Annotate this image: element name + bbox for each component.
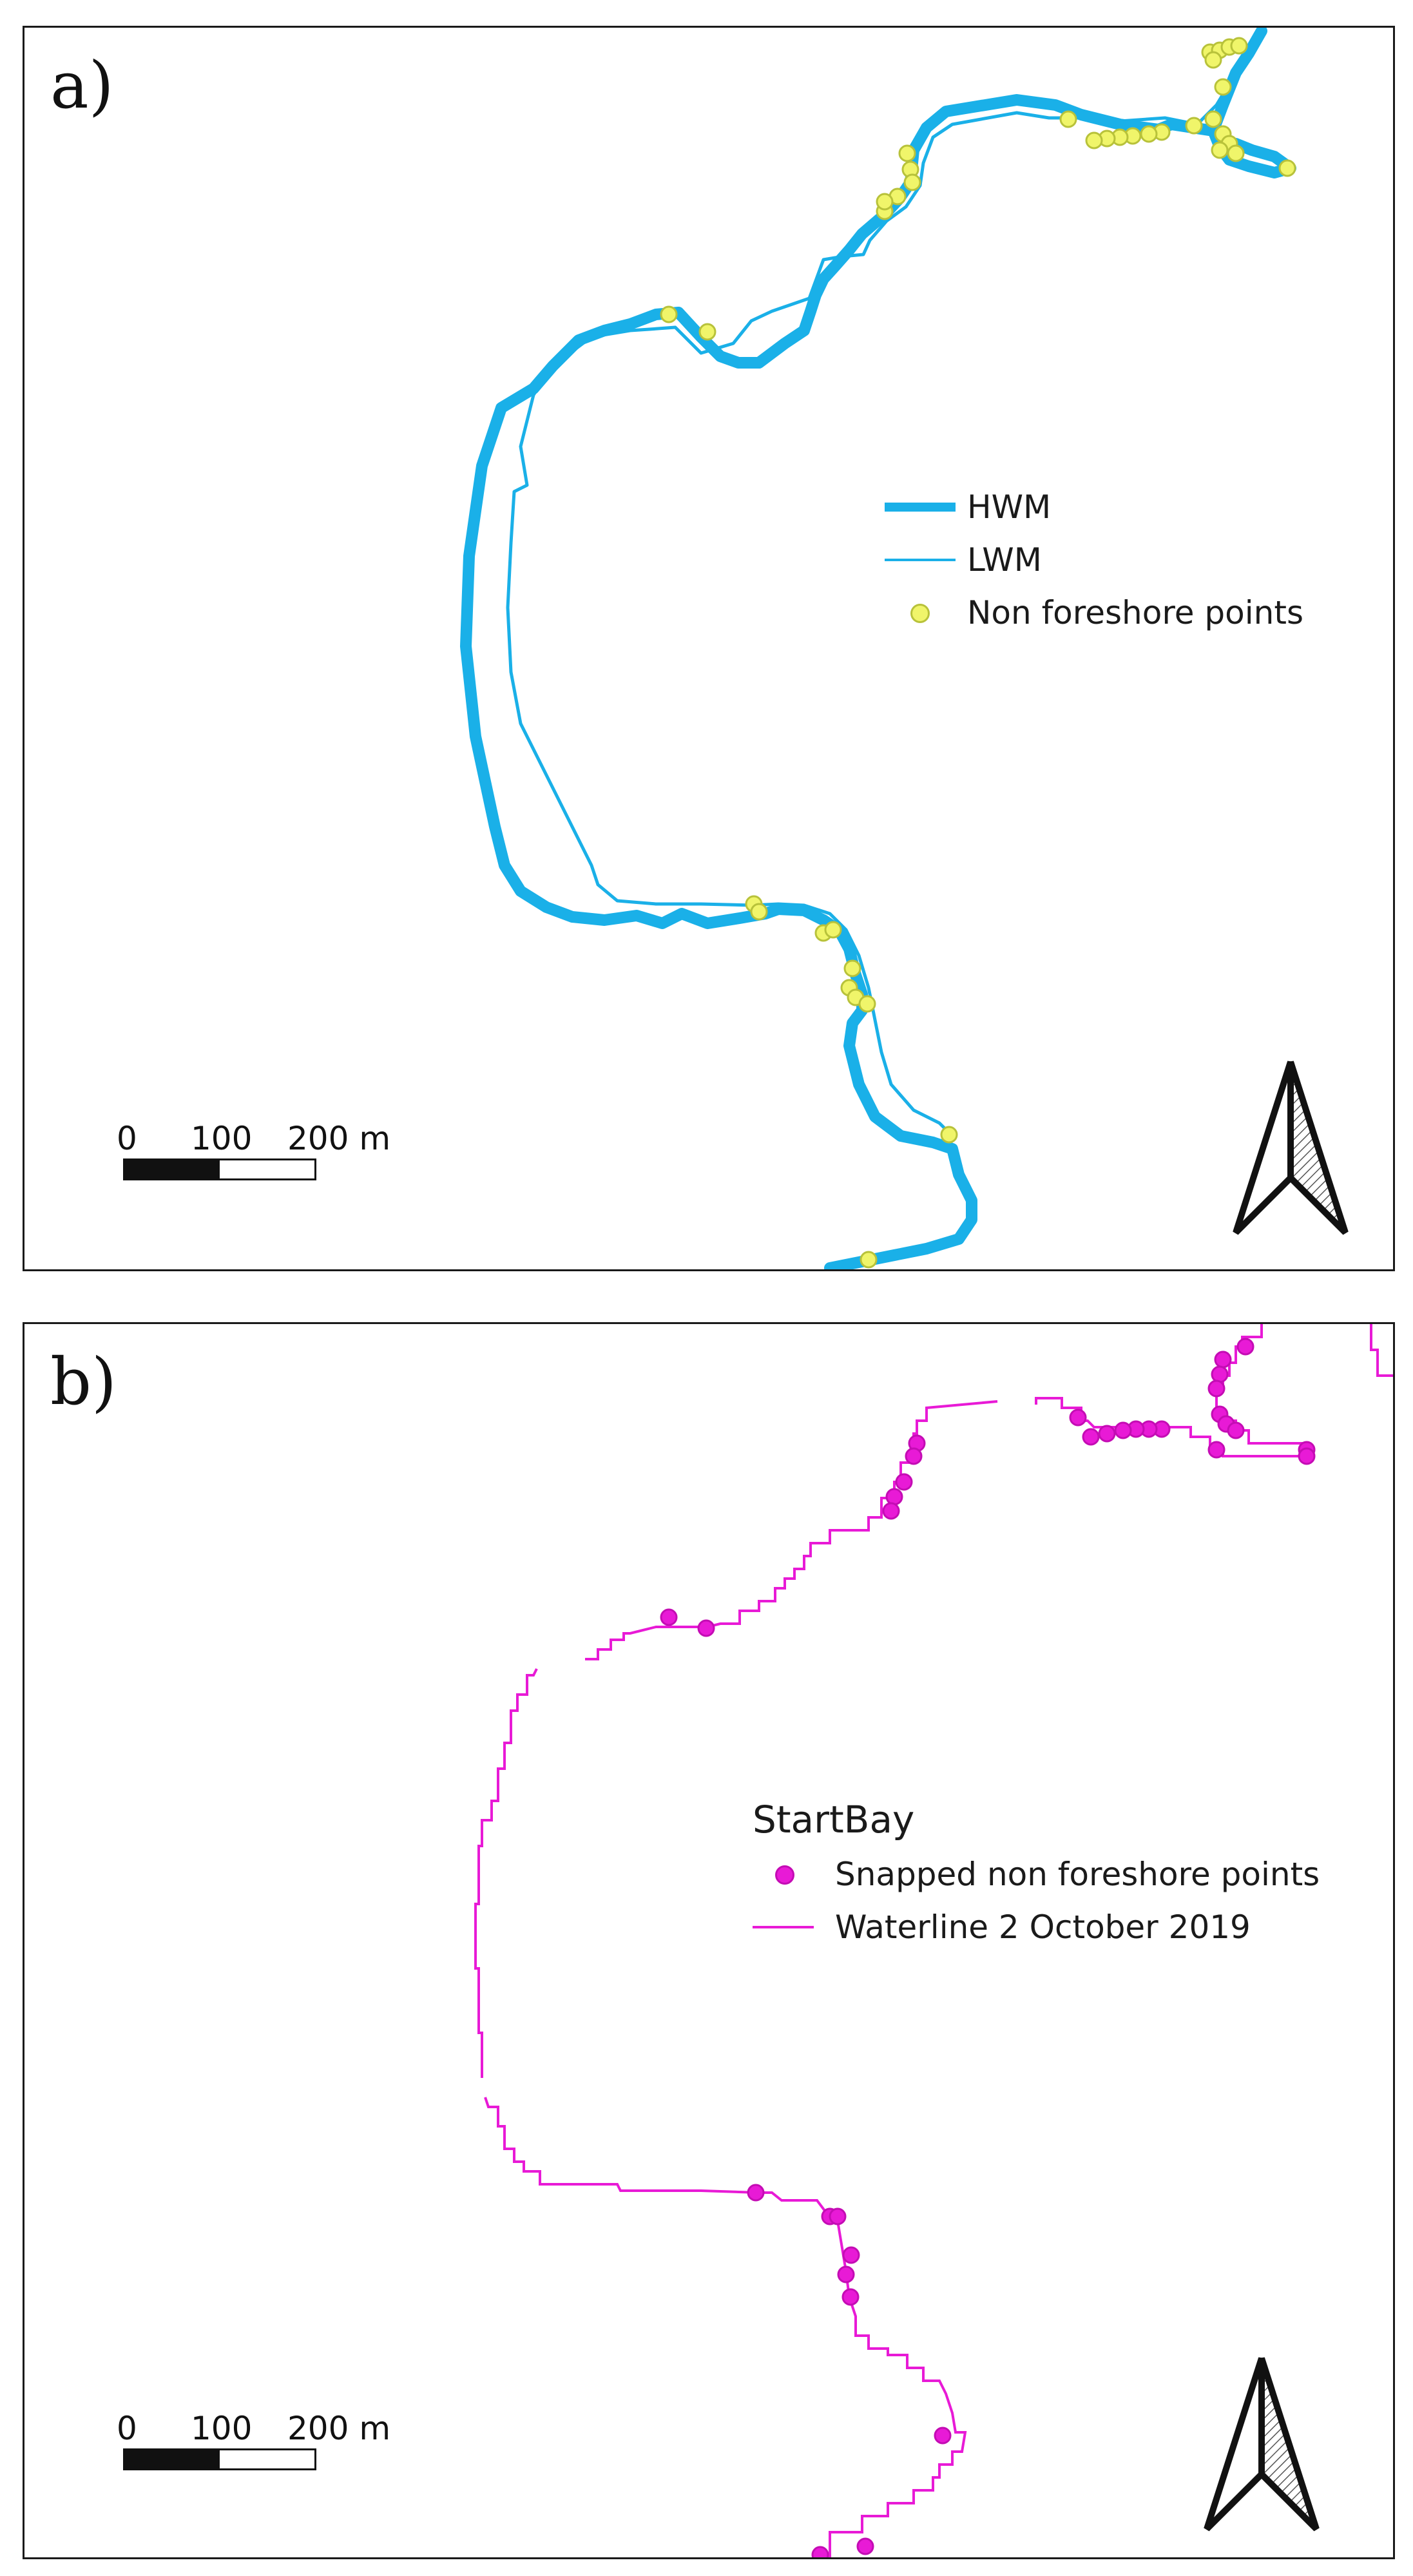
point	[1214, 78, 1232, 96]
panel-label-b: b)	[50, 1344, 117, 1419]
scale-bar-graphic	[123, 2448, 316, 2470]
point	[1211, 1365, 1229, 1383]
point	[1098, 1425, 1116, 1443]
scale-bar-a: 0 100 200 m	[91, 1120, 390, 1180]
legend-label-hwm: HWM	[967, 488, 1052, 526]
map-canvas-b	[474, 1324, 1393, 2557]
point	[1298, 1447, 1316, 1465]
point	[1236, 1338, 1254, 1356]
panel-label-a: a)	[50, 48, 114, 123]
point	[1204, 110, 1222, 128]
point	[697, 1619, 715, 1637]
point	[903, 173, 921, 191]
point	[898, 144, 916, 162]
waterline-line-5	[1370, 1324, 1393, 1377]
point	[1140, 125, 1158, 143]
map-canvas-a	[460, 28, 1296, 1269]
point	[1227, 144, 1245, 162]
lwm-line	[506, 71, 1238, 1138]
non-foreshore-points	[660, 37, 1296, 1269]
point	[1211, 141, 1229, 159]
north-arrow-icon	[1204, 2357, 1320, 2532]
point	[660, 1608, 678, 1626]
legend-label-snapped-points: Snapped non foreshore points	[835, 1856, 1320, 1893]
legend-swatch-points	[885, 600, 956, 626]
legend-item-waterline: Waterline 2 October 2019	[753, 1901, 1320, 1954]
legend-swatch-hwm	[885, 494, 956, 520]
legend-swatch-snapped-points	[753, 1861, 823, 1887]
point	[1114, 1421, 1132, 1439]
legend-swatch-lwm	[885, 547, 956, 573]
waterline-line-2	[585, 1400, 998, 1660]
scale-label-100: 100	[191, 2410, 253, 2447]
scale-label-200: 200 m	[287, 1120, 391, 1157]
point	[860, 1251, 878, 1269]
point	[882, 1502, 900, 1520]
legend-label-points: Non foreshore points	[967, 594, 1303, 631]
scale-label-100: 100	[191, 1120, 253, 1157]
point	[895, 1473, 913, 1491]
point	[1227, 1421, 1245, 1439]
scale-bar-graphic	[123, 1158, 316, 1180]
point	[698, 323, 716, 341]
point	[837, 2265, 855, 2283]
waterline-line-4	[484, 2097, 967, 2557]
legend-label-lwm: LWM	[967, 541, 1042, 579]
point	[842, 2246, 860, 2264]
point	[1059, 110, 1077, 128]
point	[1214, 1350, 1232, 1369]
snapped-points	[660, 1338, 1316, 2557]
legend-title-b: StartBay	[753, 1798, 915, 1841]
point	[858, 995, 876, 1013]
point	[1082, 1428, 1100, 1446]
point	[940, 1126, 958, 1144]
point	[1207, 1379, 1226, 1398]
north-arrow-icon	[1233, 1061, 1349, 1235]
legend-item-points: Non foreshore points	[885, 586, 1303, 639]
point	[1185, 117, 1203, 135]
point	[843, 959, 861, 977]
point	[811, 2546, 829, 2557]
point	[1230, 37, 1248, 55]
scale-label-0: 0	[117, 2410, 137, 2447]
legend-swatch-waterline	[753, 1914, 823, 1940]
scale-label-0: 0	[117, 1120, 137, 1157]
point	[1085, 131, 1103, 149]
waterline-line	[1035, 1324, 1308, 1457]
point	[856, 2537, 874, 2555]
hwm-line	[460, 28, 1267, 1269]
point	[660, 305, 678, 323]
point	[876, 193, 894, 211]
point	[750, 903, 768, 921]
point	[1069, 1408, 1087, 1427]
point	[934, 2427, 952, 2445]
point	[747, 2184, 765, 2202]
legend-item-snapped-points: Snapped non foreshore points	[753, 1848, 1320, 1901]
point	[824, 921, 842, 939]
map-panel-b: b) StartBay Snapped non foreshore points…	[23, 1322, 1395, 2559]
point	[829, 2207, 847, 2225]
point	[905, 1447, 923, 1465]
legend-item-lwm: LWM	[885, 533, 1303, 586]
legend-label-waterline: Waterline 2 October 2019	[835, 1908, 1251, 1946]
point	[1278, 159, 1296, 177]
legend-item-hwm: HWM	[885, 481, 1303, 533]
map-panel-a: a) HWM LWM Non foreshore points 0 100 20…	[23, 26, 1395, 1271]
point	[841, 2288, 860, 2306]
legend-a: HWM LWM Non foreshore points	[885, 481, 1303, 639]
scale-label-200: 200 m	[287, 2410, 391, 2447]
point	[1204, 51, 1222, 69]
point	[1207, 1441, 1226, 1459]
point	[885, 1488, 903, 1506]
scale-bar-b: 0 100 200 m	[91, 2410, 390, 2470]
legend-b: StartBay Snapped non foreshore points Wa…	[753, 1798, 1320, 1954]
waterline-line-3	[474, 1668, 538, 2078]
